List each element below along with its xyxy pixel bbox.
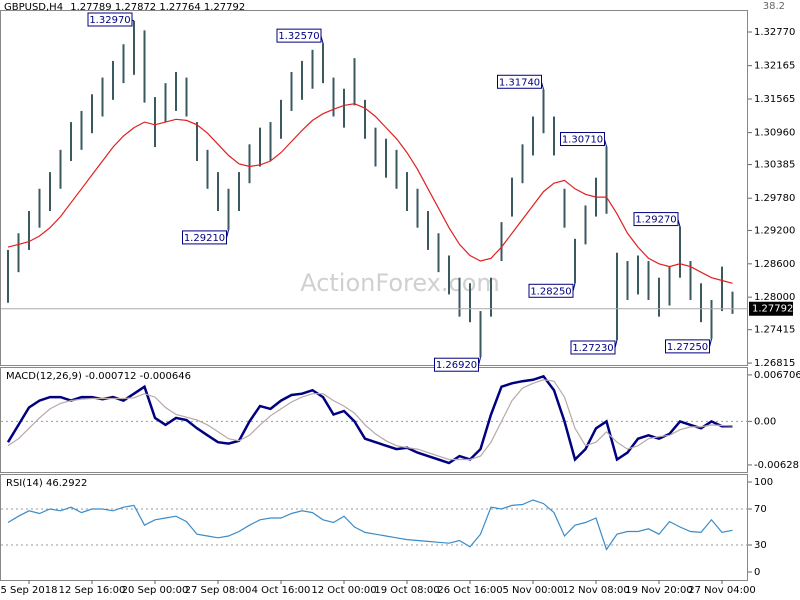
- annotation-label: 1.29270: [635, 215, 676, 226]
- y-tick-label: 1.27415: [754, 325, 795, 336]
- annotation-box: [87, 12, 133, 27]
- annotation: 1.32970: [87, 12, 135, 27]
- annotation-label: 1.31740: [499, 77, 540, 88]
- y-tick-label: 1.32165: [754, 61, 795, 72]
- y-tick-label: 1.30385: [754, 160, 795, 171]
- annotation: 1.31740: [497, 74, 544, 90]
- annotation-box: [497, 74, 542, 89]
- annotation-box: [633, 212, 679, 227]
- x-tick-label: 19 Oct 08:00: [374, 585, 439, 596]
- corner-label: 38.2: [763, 1, 785, 12]
- annotation: 1.26920: [434, 357, 481, 372]
- y-tick-label: 0.00: [754, 416, 776, 427]
- annotation-label: 1.27230: [572, 343, 613, 354]
- y-tick-label: 1.28600: [754, 259, 795, 270]
- annotation-label: 1.29210: [184, 233, 225, 244]
- indicator-line: [7, 499, 733, 551]
- annotation-box: [528, 283, 574, 298]
- y-tick-label: 1.32770: [754, 27, 795, 38]
- rsi-value: 46.2922: [46, 478, 87, 489]
- x-tick-label: 20 Sep 00:00: [122, 585, 189, 596]
- annotation: 1.28250: [528, 283, 576, 298]
- macd-value: -0.000712: [85, 371, 136, 382]
- y-tick-label: 1.31565: [754, 94, 795, 105]
- symbol: GBPUSD,H4: [4, 2, 63, 13]
- rsi-name: RSI(14): [6, 478, 43, 489]
- x-tick-label: 12 Sep 16:00: [59, 585, 126, 596]
- price-panel: [0, 10, 748, 366]
- quote-low: 1.27764: [159, 2, 200, 13]
- x-tick-label: 5 Nov 00:00: [502, 585, 563, 596]
- annotation: 1.30710: [560, 132, 607, 147]
- annotation-label: 1.26920: [436, 360, 477, 371]
- macd-panel: [0, 367, 748, 473]
- annotation-box: [276, 28, 322, 43]
- signal-value: -0.000646: [140, 371, 191, 382]
- annotation-label: 1.32970: [89, 15, 130, 26]
- y-tick-label: 0: [754, 567, 760, 578]
- last-price-label: 1.27792: [752, 304, 793, 315]
- y-tick-label: -0.00628: [754, 460, 799, 471]
- rsi-title: RSI(14) 46.2922: [6, 478, 87, 489]
- y-tick-label: 1.29780: [754, 193, 795, 204]
- x-tick-label: 12 Oct 00:00: [311, 585, 376, 596]
- x-tick-label: 4 Oct 16:00: [252, 585, 311, 596]
- indicator-line: [6, 374, 733, 465]
- watermark: ActionForex.com: [300, 269, 500, 297]
- y-tick-label: 1.29200: [754, 225, 795, 236]
- annotation: 1.27230: [570, 339, 618, 355]
- y-tick-label: 100: [754, 477, 773, 488]
- x-tick-label: 27 Nov 04:00: [688, 585, 755, 596]
- y-tick-label: 30: [754, 540, 767, 551]
- annotation-box: [665, 339, 710, 354]
- annotation: 1.27250: [665, 338, 712, 354]
- x-tick-label: 19 Nov 20:00: [625, 585, 692, 596]
- quote-open: 1.27789: [70, 2, 111, 13]
- x-tick-label: 12 Nov 08:00: [562, 585, 629, 596]
- annotation: 1.29270: [633, 212, 681, 227]
- macd-title: MACD(12,26,9) -0.000712 -0.000646: [6, 371, 191, 382]
- rsi-panel: [0, 474, 748, 581]
- y-tick-label: 1.26815: [754, 358, 795, 369]
- y-tick-label: 0.006706: [754, 370, 800, 381]
- annotation-box: [570, 340, 616, 355]
- macd-name: MACD(12,26,9): [6, 371, 82, 382]
- annotation-label: 1.30710: [562, 135, 603, 146]
- x-tick-label: 26 Oct 16:00: [437, 585, 502, 596]
- quote-high: 1.27872: [115, 2, 156, 13]
- annotation-box: [560, 132, 605, 147]
- indicator-line: [7, 379, 733, 461]
- annotation: 1.29210: [182, 229, 229, 245]
- moving-average: [7, 103, 733, 284]
- chart-header: GBPUSD,H4 1.27789 1.27872 1.27764 1.2779…: [4, 2, 245, 13]
- x-tick-label: 5 Sep 2018: [0, 585, 57, 596]
- annotation-label: 1.27250: [667, 342, 708, 353]
- x-tick-label: 27 Sep 08:00: [185, 585, 252, 596]
- y-tick-label: 70: [754, 504, 767, 515]
- annotation-label: 1.32570: [278, 31, 319, 42]
- annotation-box: [434, 357, 479, 372]
- quote-close: 1.27792: [204, 2, 245, 13]
- annotation-label: 1.28250: [530, 286, 571, 297]
- annotation: 1.32570: [276, 28, 324, 44]
- y-tick-label: 1.30960: [754, 128, 795, 139]
- last-price-box: [749, 301, 793, 316]
- y-tick-label: 1.28000: [754, 292, 795, 303]
- annotation-box: [182, 230, 227, 245]
